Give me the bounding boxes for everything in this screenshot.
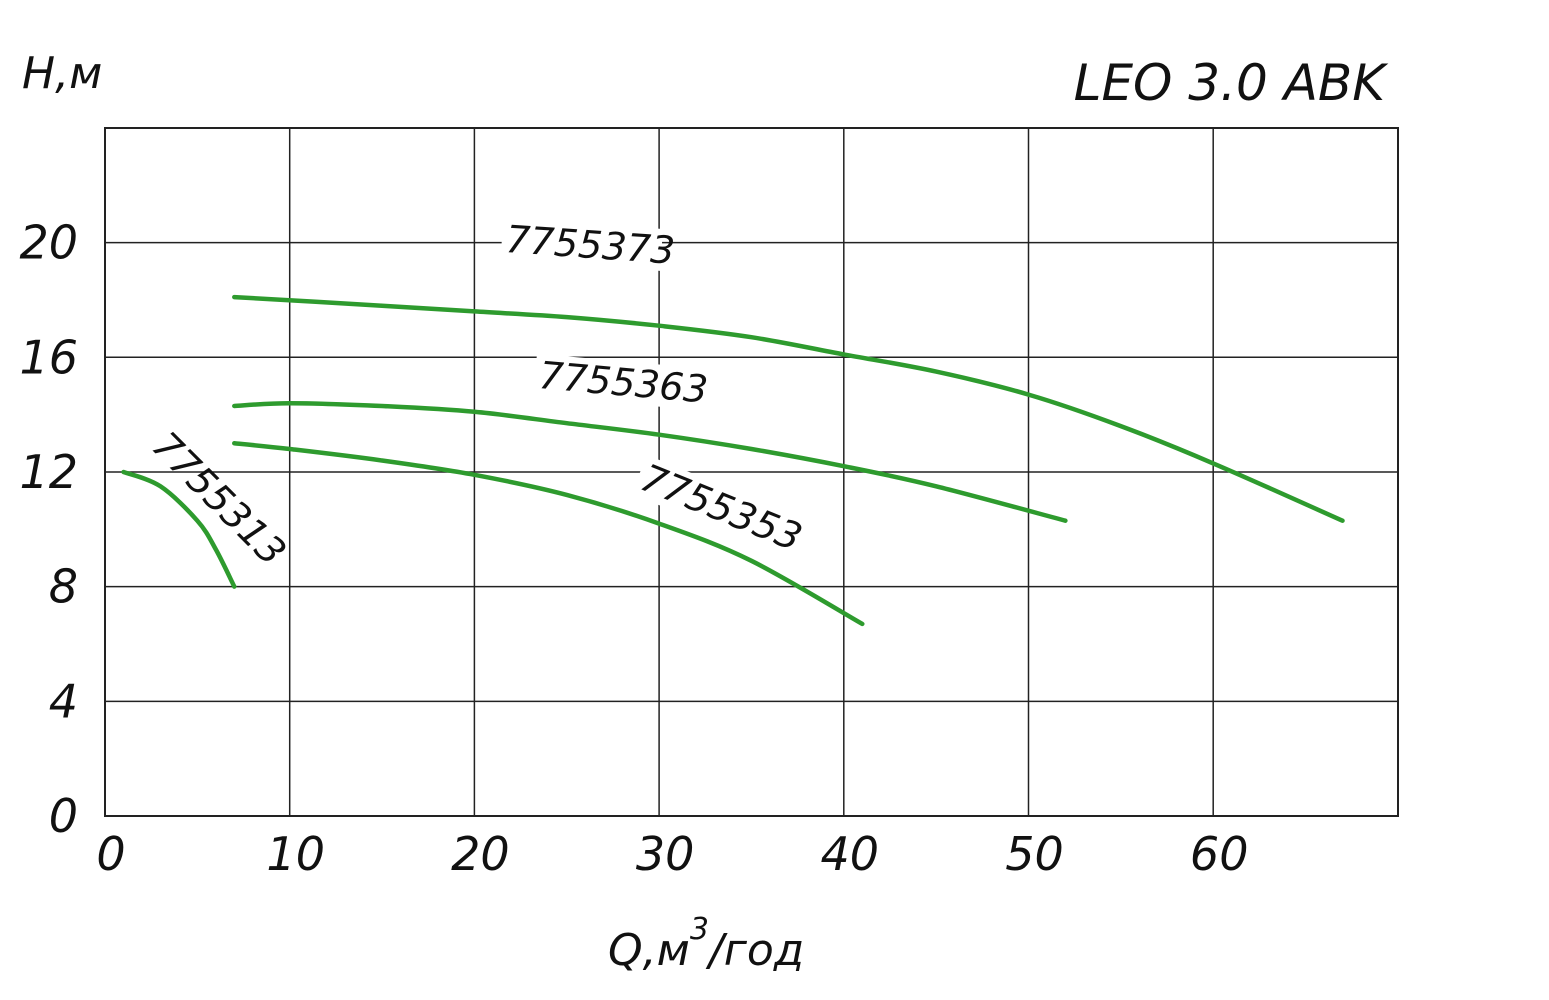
x-tick-label-10: 10 — [266, 827, 325, 881]
curve-label-bg-7755353 — [631, 454, 796, 554]
x-axis-title-sup: 3 — [690, 912, 709, 947]
y-tick-labels: 0 4 8 12 16 20 — [19, 216, 78, 843]
y-tick-label-20: 20 — [19, 216, 78, 270]
y-tick-label-8: 8 — [49, 560, 78, 614]
x-tick-label-20: 20 — [451, 827, 510, 881]
plot-frame — [104, 127, 1399, 817]
curve-label-group-7755363: 7755363 — [533, 353, 710, 412]
x-tick-label-0: 0 — [96, 827, 125, 881]
curve-7755353 — [232, 441, 865, 627]
curves — [121, 294, 1345, 627]
curve-label-group-7755353: 7755353 — [631, 454, 808, 560]
x-axis-title-suffix: /год — [705, 925, 804, 976]
curve-label-bg-7755373 — [500, 217, 663, 271]
grid — [105, 128, 1398, 816]
y-tick-label-0: 0 — [49, 789, 78, 843]
curve-7755373 — [232, 294, 1345, 523]
x-tick-label-50: 50 — [1005, 827, 1064, 881]
y-tick-label-12: 12 — [19, 445, 78, 499]
curve-label-7755363: 7755363 — [537, 353, 709, 412]
y-tick-label-16: 16 — [19, 330, 78, 384]
curve-7755363 — [232, 400, 1068, 523]
x-tick-label-30: 30 — [636, 827, 695, 881]
curve-label-group-7755373: 7755373 — [500, 217, 676, 273]
curve-7755313 — [121, 469, 237, 589]
y-tick-label-4: 4 — [49, 674, 78, 728]
x-axis-title: Q,м3/год — [608, 912, 804, 976]
x-tick-label-40: 40 — [821, 827, 880, 881]
y-axis-title: H,м — [22, 48, 102, 99]
x-tick-label-60: 60 — [1190, 827, 1249, 881]
x-tick-labels: 0 10 20 30 40 50 60 — [96, 827, 1248, 881]
curve-label-7755353: 7755353 — [635, 456, 808, 560]
curve-label-7755373: 7755373 — [504, 217, 676, 273]
x-axis-title-main: Q,м — [608, 925, 690, 976]
chart-title: LEO 3.0 ABK — [1074, 54, 1390, 112]
curve-label-bg-7755363 — [533, 353, 697, 410]
